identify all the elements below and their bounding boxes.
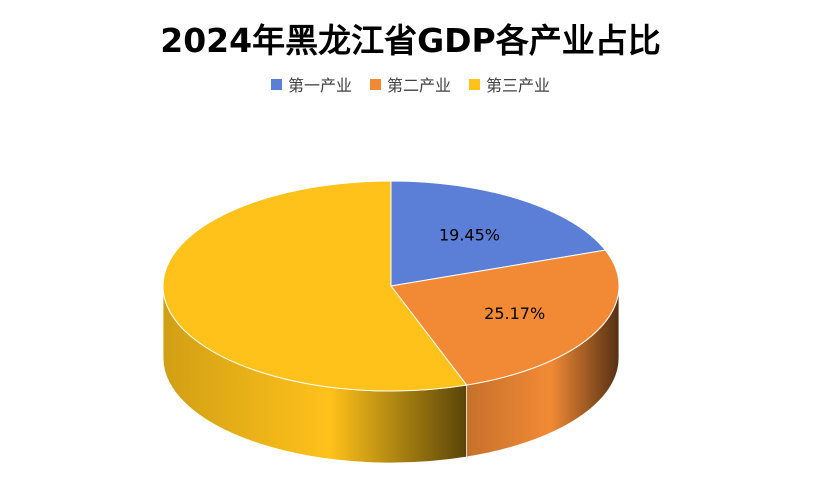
legend-swatch-primary <box>270 78 282 90</box>
legend-swatch-tertiary <box>469 78 480 90</box>
legend-label-secondary: 第二产业 <box>386 76 451 95</box>
data-label-secondary: 25.17% <box>484 304 545 323</box>
legend-item-secondary: 第二产业 <box>369 72 451 96</box>
legend-swatch-secondary <box>369 78 381 90</box>
legend-label-primary: 第一产业 <box>287 76 352 95</box>
legend: 第一产业 第二产业 第三产业 <box>0 72 821 96</box>
data-label-primary: 19.45% <box>439 225 500 244</box>
chart-title: 2024年黑龙江省GDP各产业占比 <box>160 21 661 60</box>
legend-item-primary: 第一产业 <box>270 72 352 96</box>
pie-slice-primary <box>390 180 607 287</box>
legend-label-tertiary: 第三产业 <box>486 76 551 95</box>
pie-slice-secondary <box>390 249 620 386</box>
pie-slice-tertiary <box>162 180 468 392</box>
legend-item-tertiary: 第三产业 <box>469 72 550 96</box>
